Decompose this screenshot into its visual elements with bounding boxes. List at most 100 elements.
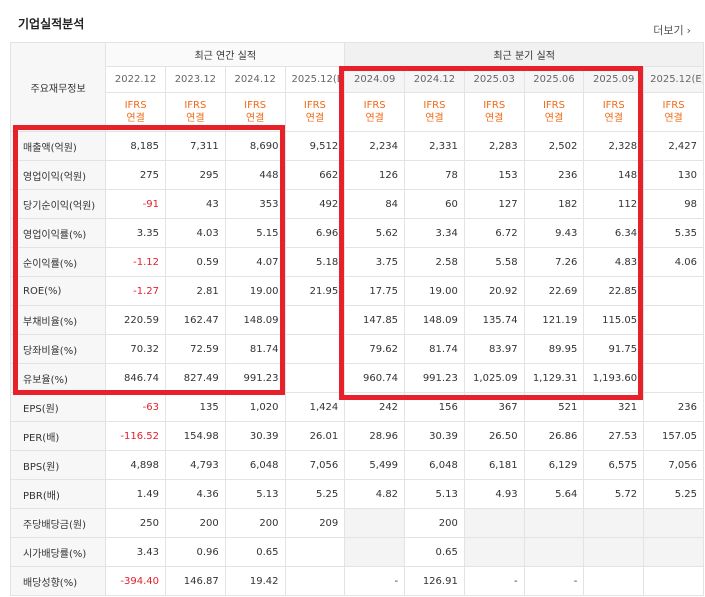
highlight-box <box>13 125 285 395</box>
value-cell: 6,129 <box>523 450 585 480</box>
value-cell: 146.87 <box>164 566 226 596</box>
value-cell: 19.42 <box>224 566 286 596</box>
value-cell: 79.62 <box>344 334 406 364</box>
value-cell: 115.05 <box>583 305 645 335</box>
basis-bottom: 연결 <box>365 113 384 124</box>
row-label: ROE(%) <box>10 276 107 306</box>
basis-bottom: 연결 <box>484 113 504 124</box>
value-cell: 5.72 <box>583 479 645 509</box>
corner-cell: 주요재무정보 <box>10 42 107 132</box>
value-cell: - <box>463 566 525 596</box>
basis-top: IFRS <box>303 100 326 111</box>
basis-bottom: 연결 <box>544 113 564 124</box>
value-cell: 30.39 <box>404 421 465 451</box>
value-cell <box>284 305 346 335</box>
value-cell: -91 <box>105 189 166 219</box>
data-row: PBR(배) 1.49 4.36 5.13 5.25 4.82 5.13 4.93 5.64 5.… <box>10 479 704 509</box>
value-cell: 200 <box>224 508 286 538</box>
value-cell: 5.13 <box>224 479 286 509</box>
value-cell: 26.86 <box>523 421 585 451</box>
row-label: 당기순이익(억원) <box>10 189 107 219</box>
data-row: 당좌비율(%) 70.32 72.59 81.74 79.62 81.74 83.97 89.… <box>10 334 704 364</box>
value-cell: 7,056 <box>284 450 346 480</box>
value-cell: 5.62 <box>344 218 406 248</box>
row-label: 순이익률(%) <box>10 247 107 277</box>
value-cell: 448 <box>224 160 286 190</box>
value-cell: 353 <box>224 189 286 219</box>
basis-cell: IFRS 연결 <box>643 92 704 132</box>
section-title: 기업실적분석 <box>18 17 85 31</box>
more-link[interactable]: 더보기 <box>653 22 691 38</box>
basis-bottom: 연결 <box>425 113 444 124</box>
value-cell: 6,575 <box>583 450 645 480</box>
group-header: 최근 연간 실적 <box>105 42 346 67</box>
value-cell: 6,048 <box>404 450 465 480</box>
value-cell: 21.95 <box>284 276 346 306</box>
value-cell: 148.09 <box>224 305 286 335</box>
value-cell: 121.19 <box>523 305 585 335</box>
value-cell: 0.96 <box>164 537 226 567</box>
value-cell: -116.52 <box>105 421 166 451</box>
value-cell: 91.75 <box>583 334 645 364</box>
basis-top: IFRS <box>423 100 446 111</box>
value-cell: 5.64 <box>523 479 585 509</box>
value-cell: 200 <box>404 508 465 538</box>
value-cell: 3.43 <box>105 537 166 567</box>
value-cell <box>344 508 406 538</box>
value-cell: 5.35 <box>643 218 704 248</box>
value-cell: 89.95 <box>523 334 585 364</box>
value-cell <box>643 305 704 335</box>
value-cell: 4.36 <box>164 479 226 509</box>
row-label: 당좌비율(%) <box>10 334 107 364</box>
value-cell: 275 <box>105 160 166 190</box>
value-cell: 4.93 <box>463 479 525 509</box>
value-cell: -1.12 <box>105 247 166 277</box>
value-cell: 250 <box>105 508 166 538</box>
value-cell <box>643 508 704 538</box>
table-wrap: 주요재무정보 최근 연간 실적 최근 분기 실적 2022.12 2023.12 2024… <box>10 42 705 596</box>
value-cell <box>344 537 406 567</box>
basis-bottom: 연결 <box>186 113 205 124</box>
value-cell <box>643 537 704 567</box>
value-cell: 846.74 <box>105 363 166 393</box>
value-cell: 8,690 <box>224 131 286 161</box>
value-cell: 9,512 <box>284 131 346 161</box>
data-row: BPS(원) 4,898 4,793 6,048 7,056 5,499 6,048 6,18… <box>10 450 704 480</box>
value-cell: 7.26 <box>523 247 585 277</box>
value-cell: 30.39 <box>224 421 286 451</box>
value-cell: 154.98 <box>164 421 226 451</box>
row-label: 유보율(%) <box>10 363 107 393</box>
value-cell <box>284 363 346 393</box>
value-cell: 127 <box>463 189 525 219</box>
value-cell: 19.00 <box>404 276 465 306</box>
value-cell: 1,020 <box>224 392 286 422</box>
value-cell: 4.06 <box>643 247 704 277</box>
basis-cell: IFRS 연결 <box>583 92 645 132</box>
value-cell <box>523 508 585 538</box>
value-cell: 7,311 <box>164 131 226 161</box>
group-header: 최근 분기 실적 <box>344 42 704 67</box>
value-cell: 0.65 <box>404 537 465 567</box>
value-cell <box>284 334 346 364</box>
period: 2022.12 <box>105 66 166 93</box>
value-cell: 2,502 <box>523 131 585 161</box>
basis-bottom: 연결 <box>126 113 145 124</box>
value-cell: - <box>523 566 585 596</box>
value-cell: 0.59 <box>164 247 226 277</box>
financial-table: 주요재무정보 최근 연간 실적 최근 분기 실적 2022.12 2023.12 2024… <box>10 42 704 596</box>
row-label: EPS(원) <box>10 392 107 422</box>
row-label: 시가배당률(%) <box>10 537 107 567</box>
value-cell: 4,793 <box>164 450 226 480</box>
basis-top: IFRS <box>363 100 386 111</box>
value-cell: 5.18 <box>284 247 346 277</box>
value-cell: 126.91 <box>404 566 465 596</box>
value-cell: 2,427 <box>643 131 704 161</box>
value-cell: -63 <box>105 392 166 422</box>
value-cell: 1.49 <box>105 479 166 509</box>
value-cell: 6,181 <box>463 450 525 480</box>
value-cell <box>643 276 704 306</box>
value-cell: 157.05 <box>643 421 704 451</box>
basis-top: IFRS <box>184 100 207 111</box>
period: 2025.12(E) <box>284 66 346 93</box>
